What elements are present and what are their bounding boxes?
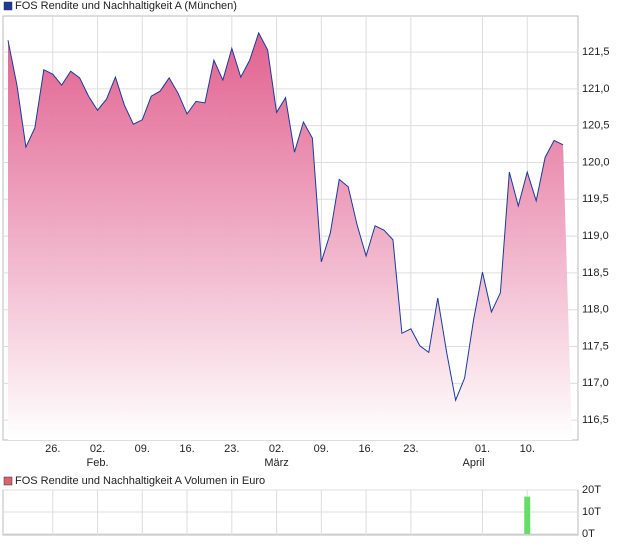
- y-tick-label: 20T: [582, 484, 601, 496]
- x-tick-label: 09.: [314, 443, 329, 455]
- y-tick-label: 119,0: [582, 230, 609, 242]
- legend-swatch: [3, 476, 13, 486]
- x-tick-label: 09.: [135, 443, 150, 455]
- x-month-label: April: [463, 457, 485, 469]
- y-tick-label: 118,5: [582, 267, 609, 279]
- x-tick-label: 02.: [90, 443, 105, 455]
- x-tick-label: 26.: [45, 443, 60, 455]
- y-tick-label: 121,5: [582, 46, 610, 58]
- x-tick-label: 23.: [403, 443, 418, 455]
- x-tick-label: 01.: [475, 443, 490, 455]
- y-tick-label: 10T: [582, 506, 601, 518]
- x-tick-label: 02.: [269, 443, 284, 455]
- x-tick-label: 16.: [358, 443, 373, 455]
- x-tick-label: 10.: [520, 443, 535, 455]
- y-tick-label: 0T: [582, 528, 595, 540]
- y-tick-label: 119,5: [582, 193, 609, 205]
- area: [8, 32, 572, 441]
- x-month-label: März: [264, 457, 288, 469]
- x-month-label: Feb.: [87, 457, 109, 469]
- legend-label: FOS Rendite und Nachhaltigkeit A (Münche…: [15, 0, 237, 12]
- y-tick-label: 120,0: [582, 156, 610, 168]
- x-tick-label: 16.: [179, 443, 194, 455]
- y-tick-label: 117,5: [582, 340, 609, 352]
- bar: [524, 496, 531, 534]
- y-tick-label: 117,0: [582, 377, 609, 389]
- x-tick-label: 23.: [224, 443, 239, 455]
- y-tick-label: 116,5: [582, 414, 609, 426]
- y-tick-label: 120,5: [582, 120, 610, 132]
- y-tick-label: 118,0: [582, 304, 609, 316]
- y-tick-label: 121,0: [582, 83, 610, 95]
- line: [7, 31, 564, 403]
- legend-label: FOS Rendite und Nachhaltigkeit A Volumen…: [15, 475, 265, 487]
- legend-swatch: [3, 1, 13, 11]
